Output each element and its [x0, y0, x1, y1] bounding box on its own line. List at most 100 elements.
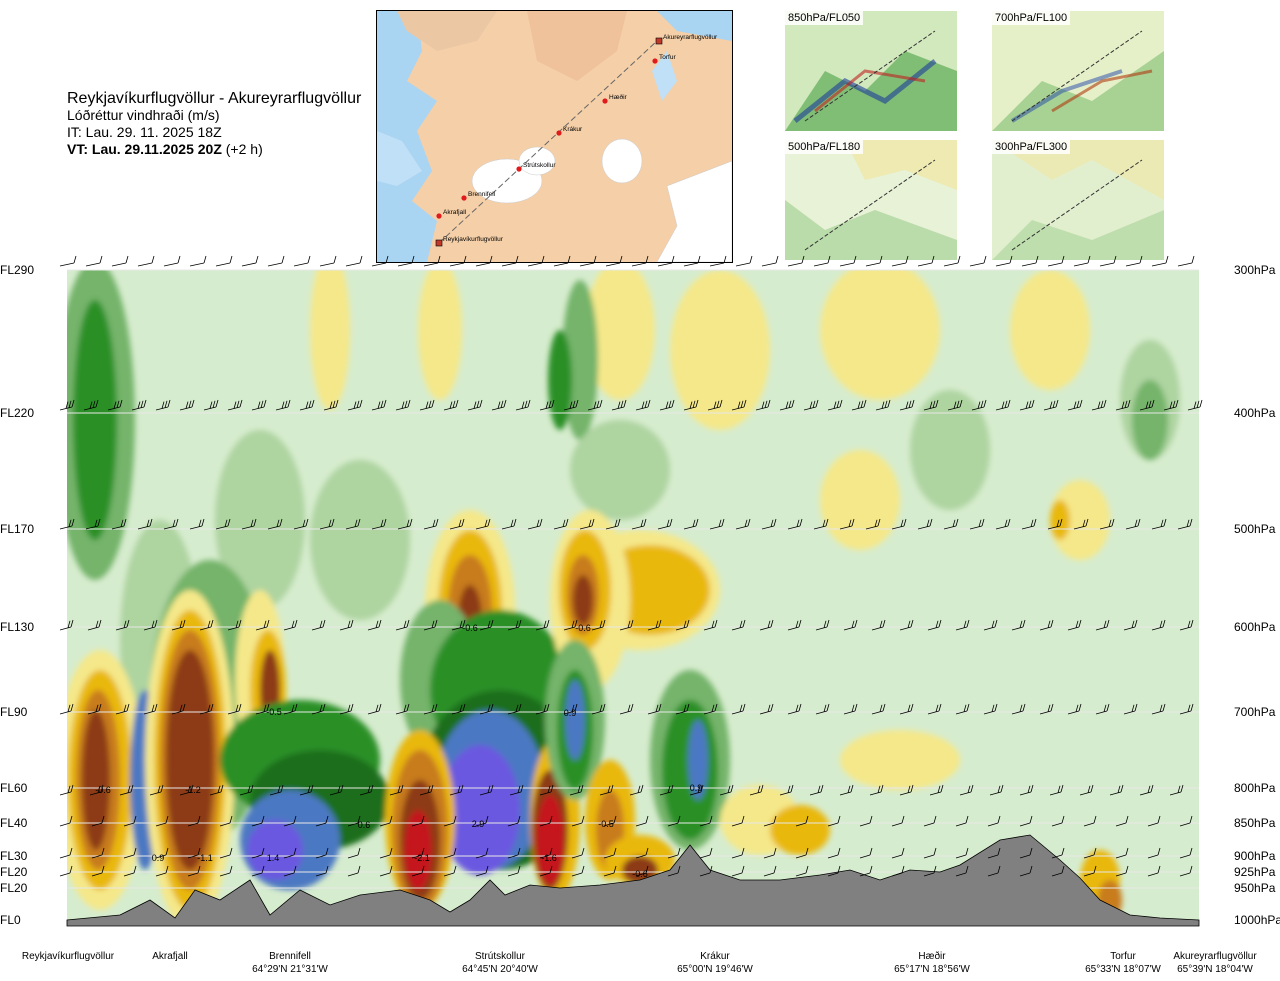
- contour-value-label: 0.9: [152, 853, 165, 863]
- wind-barb: [667, 815, 681, 827]
- wind-barb: [859, 847, 873, 859]
- wind-barb: [1109, 784, 1124, 796]
- wind-barb: [123, 847, 137, 859]
- wind-barb: [675, 703, 690, 715]
- map-waypoint-marker: [516, 166, 522, 172]
- flight-level-label: FL20: [0, 881, 28, 895]
- wind-barb: [731, 847, 745, 859]
- velocity-contour: [166, 650, 214, 870]
- wind-barb: [539, 399, 555, 411]
- map-airport-marker: [655, 37, 663, 45]
- wind-barb: [605, 518, 621, 530]
- location-label: Strútskollur 64°45'N 20°40'W: [462, 950, 538, 976]
- valid-time-offset: (+2 h): [225, 141, 263, 157]
- wind-barb: [319, 518, 335, 530]
- wind-barb: [553, 518, 569, 530]
- wind-barb: [1083, 865, 1097, 877]
- velocity-contour: [573, 575, 593, 625]
- wind-barb: [451, 703, 466, 715]
- thumbnail-500[interactable]: 500hPa/FL180: [785, 140, 957, 260]
- contour-value-label: -1.1: [197, 853, 213, 863]
- wind-barb: [709, 255, 727, 267]
- velocity-contour: [570, 420, 670, 520]
- contour-value-label: -0.5: [266, 707, 282, 717]
- wind-barb: [1139, 784, 1154, 796]
- map-waypoint-label: Reykjavíkurflugvöllur: [443, 236, 504, 243]
- wind-barb: [657, 518, 673, 530]
- wind-barb: [189, 255, 207, 267]
- wind-barb: [241, 518, 257, 530]
- wind-barb: [787, 703, 802, 715]
- wind-barb: [423, 518, 439, 530]
- wind-barb: [923, 865, 937, 877]
- wind-barb: [603, 865, 617, 877]
- wind-barb: [947, 399, 963, 411]
- wind-barb: [397, 518, 413, 530]
- velocity-contour: [310, 460, 410, 620]
- wind-barb: [379, 865, 393, 877]
- wind-barb: [675, 619, 690, 631]
- wind-barb: [315, 815, 329, 827]
- wind-barb: [91, 865, 105, 877]
- wind-barb: [475, 815, 489, 827]
- velocity-contour: [585, 270, 655, 400]
- wind-barb: [1147, 815, 1161, 827]
- contour-value-label: 0.9: [564, 708, 577, 718]
- wind-barb: [347, 865, 361, 877]
- wind-barb: [1099, 518, 1115, 530]
- wind-barb: [995, 518, 1011, 530]
- wind-barb: [507, 847, 521, 859]
- wind-barb: [219, 865, 233, 877]
- wind-barb: [1115, 865, 1129, 877]
- pressure-level-label: 700hPa: [1234, 705, 1276, 719]
- thumbnail-300[interactable]: 300hPa/FL300: [992, 140, 1164, 260]
- value-labels: -0.6 -1.2 0.9 -1.1 1.4 -0.5 0.6 -2.1 -0.6 2.9 -1.6…: [95, 623, 702, 879]
- wind-barb: [475, 518, 491, 530]
- wind-barb: [111, 518, 127, 530]
- velocity-contour: [418, 270, 462, 400]
- map-airport-marker: [435, 239, 443, 247]
- wind-barb: [367, 703, 382, 715]
- wind-barb: [657, 255, 675, 267]
- wind-barb: [571, 865, 585, 877]
- wind-barb: [251, 865, 265, 877]
- wind-barb: [209, 784, 224, 796]
- wind-barb: [917, 255, 935, 267]
- thumbnail-850[interactable]: 850hPa/FL050: [785, 11, 957, 131]
- velocity-contour: [404, 810, 432, 890]
- velocity-contour: [1050, 480, 1110, 560]
- wind-barb: [199, 619, 214, 631]
- wind-barb: [1139, 399, 1155, 411]
- velocity-contour: [247, 820, 303, 880]
- wind-barb: [329, 784, 344, 796]
- wind-barb: [839, 784, 854, 796]
- wind-barb: [987, 847, 1001, 859]
- wind-barb: [449, 255, 467, 267]
- location-coord: 65°33'N 18°07'W: [1085, 964, 1161, 975]
- velocity-contour: [82, 710, 110, 850]
- map-waypoint-label: Akrafjall: [443, 209, 467, 216]
- wind-barb: [1067, 703, 1082, 715]
- wind-barb: [155, 865, 169, 877]
- velocity-contour: [840, 730, 960, 790]
- pressure-level-label: 500hPa: [1234, 522, 1276, 536]
- wind-barb: [411, 865, 425, 877]
- wind-barb: [283, 619, 298, 631]
- wind-barb: [467, 399, 483, 411]
- wind-barb: [815, 619, 830, 631]
- wind-barb: [1067, 619, 1082, 631]
- wind-barb: [635, 399, 651, 411]
- thumbnail-700[interactable]: 700hPa/FL100: [992, 11, 1164, 131]
- wind-barb: [507, 815, 521, 827]
- wind-barb: [59, 865, 73, 877]
- wind-barb: [923, 815, 937, 827]
- quantity-label: Lóðréttur vindhraði (m/s): [67, 107, 220, 123]
- wind-barb: [1123, 619, 1138, 631]
- flight-level-label: FL0: [0, 913, 21, 927]
- terrain-profile: [66, 834, 1200, 927]
- wind-barb: [227, 399, 243, 411]
- wind-barb: [423, 703, 438, 715]
- wind-barb: [255, 619, 270, 631]
- wind-barb: [311, 619, 326, 631]
- wind-barb: [107, 399, 123, 411]
